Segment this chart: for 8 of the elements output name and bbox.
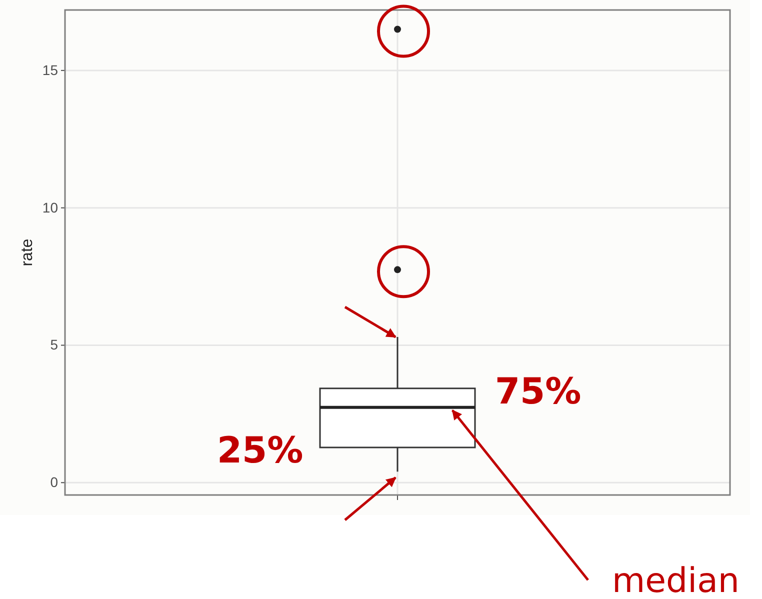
annotation: 25% — [217, 430, 304, 472]
y-tick-label: 5 — [50, 336, 58, 353]
y-tick-label: 10 — [42, 199, 58, 216]
y-tick-label: 15 — [42, 62, 58, 78]
text: median — [612, 561, 740, 599]
y-tick-label: 0 — [50, 474, 58, 490]
y-axis-title: rate — [19, 238, 36, 266]
annotation: 75% — [495, 371, 582, 412]
